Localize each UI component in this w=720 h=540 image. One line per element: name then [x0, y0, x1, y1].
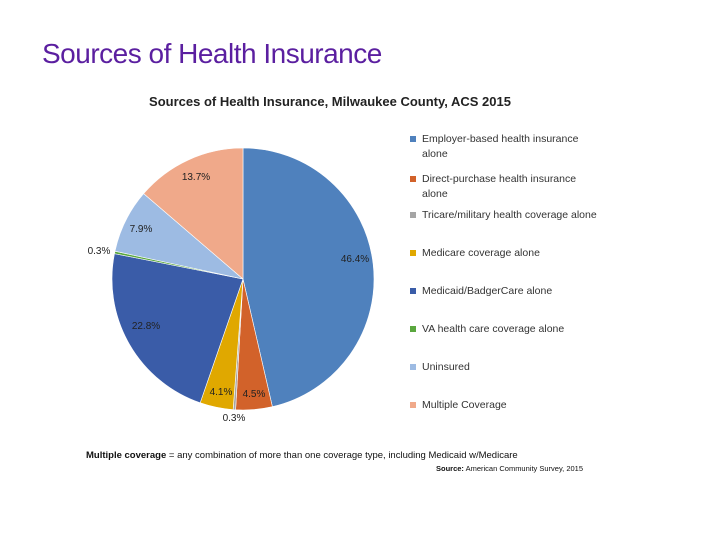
data-label-uninsured: 7.9%: [130, 224, 153, 235]
legend-item-uninsured: Uninsured: [410, 360, 602, 375]
legend-swatch: [410, 326, 416, 332]
legend-label: Tricare/military health coverage alone: [422, 209, 597, 221]
legend-swatch: [410, 212, 416, 218]
pie-slices: [111, 147, 375, 411]
data-label-va-health-care-coverage-alone: 0.3%: [88, 246, 111, 257]
legend-label: Direct-purchase health insurance alone: [422, 173, 577, 200]
data-label-employer-based-health-insurance-alone: 46.4%: [341, 254, 369, 265]
legend-swatch: [410, 364, 416, 370]
legend-item-employer-based-health-insurance-alone: Employer-based health insurance alone: [410, 132, 602, 162]
legend-item-medicaid-badgercare-alone: Medicaid/BadgerCare alone: [410, 284, 602, 299]
legend-item-va-health-care-coverage-alone: VA health care coverage alone: [410, 322, 602, 337]
legend-item-medicare-coverage-alone: Medicare coverage alone: [410, 246, 602, 261]
chart-title: Sources of Health Insurance, Milwaukee C…: [149, 94, 511, 109]
pie-slice-employer-based-health-insurance-alone: [242, 147, 375, 408]
source-text: American Community Survey, 2015: [463, 464, 583, 473]
legend-swatch: [410, 402, 416, 408]
data-label-medicare-coverage-alone: 4.1%: [210, 387, 233, 398]
data-label-multiple-coverage: 13.7%: [182, 172, 210, 183]
data-label-direct-purchase-health-insurance-alone: 4.5%: [243, 389, 266, 400]
legend-label: Employer-based health insurance alone: [422, 133, 579, 160]
legend-label: VA health care coverage alone: [422, 323, 565, 335]
definition-note: Multiple coverage = any combination of m…: [86, 450, 518, 461]
legend-swatch: [410, 176, 416, 182]
definition-text: = any combination of more than one cover…: [166, 450, 518, 461]
legend-label: Medicare coverage alone: [422, 247, 540, 259]
legend-swatch: [410, 136, 416, 142]
pie-data-labels: 46.4% 4.5% 0.3% 4.1% 22.8% 0.3% 7.9% 13.7%: [88, 172, 370, 424]
legend-item-multiple-coverage: Multiple Coverage: [410, 398, 602, 413]
source-label: Source:: [435, 464, 464, 473]
definition-term: Multiple coverage: [86, 450, 167, 461]
data-label-medicaid-badgercare-alone: 22.8%: [132, 321, 160, 332]
pie-slice-medicaid-badgercare-alone: [111, 253, 244, 404]
legend-item-tricare-military-health-coverage-alone: Tricare/military health coverage alone: [410, 208, 602, 223]
legend-swatch: [410, 250, 416, 256]
legend-label: Multiple Coverage: [422, 399, 507, 411]
legend-item-direct-purchase-health-insurance-alone: Direct-purchase health insurance alone: [410, 172, 602, 202]
slide-title: Sources of Health Insurance: [42, 38, 382, 69]
pie-slice-multiple-coverage: [143, 147, 244, 280]
legend-label: Uninsured: [422, 361, 470, 373]
legend-swatch: [410, 288, 416, 294]
source-note: Source: American Community Survey, 2015: [436, 464, 583, 473]
data-label-tricare-military-health-coverage-alone: 0.3%: [223, 413, 246, 424]
legend-label: Medicaid/BadgerCare alone: [422, 285, 553, 297]
